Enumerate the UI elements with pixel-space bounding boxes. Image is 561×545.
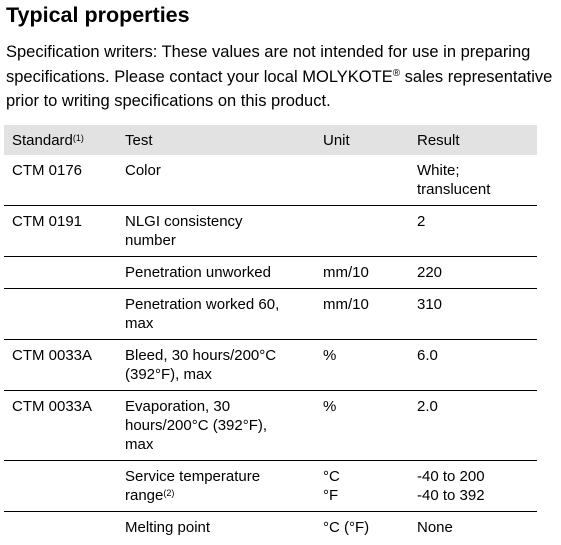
- cell-result: -40 to 200 -40 to 392: [417, 468, 485, 504]
- table-row: Melting point °C (°F) None: [4, 512, 537, 544]
- cell-result: 220: [417, 264, 443, 281]
- section-title: Typical properties: [6, 3, 190, 27]
- cell-unit: %: [323, 398, 337, 415]
- cell-result: 2: [417, 213, 426, 230]
- cell-test: Evaporation, 30 hours/200°C (392°F), max: [125, 398, 268, 453]
- cell-test: Penetration worked 60, max: [125, 296, 280, 332]
- registered-mark: ®: [392, 67, 401, 79]
- table-row: Service temperature range(2) °C °F -40 to …: [4, 461, 537, 512]
- cell-result: None: [417, 519, 453, 536]
- cell-standard: [4, 289, 117, 340]
- cell-unit: °C °F: [323, 468, 340, 504]
- cell-unit: mm/10: [323, 264, 369, 281]
- table-row: CTM 0033A Bleed, 30 hours/200°C (392°F), …: [4, 340, 537, 391]
- header-standard: Standard(1): [12, 131, 84, 149]
- intro-text: Specification writers: These values are …: [6, 43, 531, 86]
- properties-table: Standard(1) Test Unit Result CTM 0176 Co…: [4, 125, 537, 543]
- cell-standard: [4, 512, 117, 544]
- table-row: Penetration worked 60, max mm/10 310: [4, 289, 537, 340]
- table-row: CTM 0033A Evaporation, 30 hours/200°C (39…: [4, 391, 537, 461]
- cell-result: 2.0: [417, 398, 438, 415]
- cell-unit: mm/10: [323, 296, 369, 313]
- cell-standard: CTM 0176: [12, 162, 83, 179]
- cell-result: White; translucent: [417, 162, 491, 198]
- cell-standard: CTM 0033A: [12, 398, 93, 415]
- cell-unit: °C (°F): [323, 519, 370, 536]
- cell-result: 6.0: [417, 347, 438, 364]
- cell-unit: %: [323, 347, 337, 364]
- cell-test: Bleed, 30 hours/200°C (392°F), max: [125, 347, 277, 383]
- footnote-2: (2): [163, 488, 175, 498]
- table-row: CTM 0176 Color White; translucent: [4, 155, 537, 206]
- table-header-row: Standard(1) Test Unit Result: [4, 125, 537, 155]
- cell-test: Melting point: [125, 519, 211, 536]
- header-unit: Unit: [323, 131, 350, 149]
- cell-unit: [315, 155, 409, 206]
- cell-standard: CTM 0191: [12, 213, 83, 230]
- cell-test: Service temperature range(2): [125, 468, 261, 504]
- cell-standard: [4, 257, 117, 289]
- header-result: Result: [417, 131, 460, 149]
- cell-test: NLGI consistency number: [125, 213, 243, 249]
- cell-standard: [4, 461, 117, 512]
- footnote-1: (1): [72, 132, 84, 143]
- cell-test: Color: [125, 162, 161, 179]
- cell-standard: CTM 0033A: [12, 347, 93, 364]
- header-test: Test: [125, 131, 153, 149]
- cell-unit: [315, 206, 409, 257]
- intro-tail: sales representative prior to writing sp…: [6, 67, 553, 111]
- intro-paragraph: Specification writers: These values are …: [6, 40, 558, 114]
- cell-result: 310: [417, 296, 443, 313]
- table-row: Penetration unworked mm/10 220: [4, 257, 537, 289]
- cell-test: Penetration unworked: [125, 264, 271, 281]
- table-row: CTM 0191 NLGI consistency number 2: [4, 206, 537, 257]
